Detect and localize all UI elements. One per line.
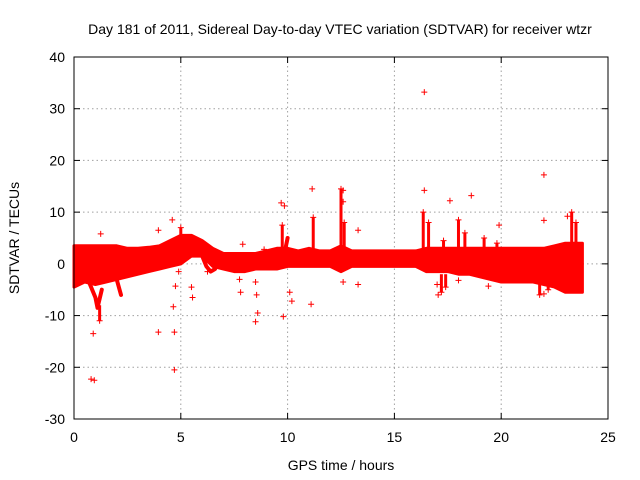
data-point [341, 219, 348, 226]
data-point [155, 227, 162, 234]
data-point [169, 216, 176, 223]
data-point [340, 187, 347, 194]
data-point [97, 230, 104, 237]
data-point [420, 209, 427, 216]
data-point [286, 289, 293, 296]
x-tick-label: 10 [280, 429, 296, 445]
data-point [440, 237, 447, 244]
data-point [278, 199, 285, 206]
data-point [340, 278, 347, 285]
data-arc [80, 267, 104, 310]
data-layer [72, 89, 584, 384]
data-point [254, 309, 261, 316]
data-point [155, 329, 162, 336]
data-point [236, 276, 243, 283]
data-point [175, 268, 182, 275]
data-point [239, 241, 246, 248]
data-point [261, 246, 268, 253]
data-point [568, 209, 575, 216]
data-point [171, 329, 178, 336]
x-tick-label: 0 [70, 429, 78, 445]
data-point [421, 187, 428, 194]
data-point [309, 185, 316, 192]
data-point [252, 278, 259, 285]
data-point [540, 217, 547, 224]
data-point [536, 291, 543, 298]
y-tick-label: -20 [45, 359, 65, 375]
data-point [340, 198, 347, 205]
data-point [172, 283, 179, 290]
data-arc [277, 236, 290, 269]
data-point [485, 283, 492, 290]
x-tick-label: 15 [387, 429, 403, 445]
data-point [564, 213, 571, 220]
y-axis-label: SDTVAR / TECUs [6, 182, 22, 294]
y-tick-label: 40 [49, 49, 65, 65]
data-point [446, 197, 453, 204]
data-point [91, 377, 98, 384]
data-point [96, 317, 103, 324]
data-band [72, 233, 584, 294]
data-point [253, 291, 260, 298]
data-point [545, 286, 552, 293]
data-point [279, 222, 286, 229]
data-point [171, 366, 178, 373]
data-point [434, 281, 441, 288]
x-axis-label: GPS time / hours [288, 457, 395, 473]
x-tick-label: 25 [600, 429, 616, 445]
data-point [252, 318, 259, 325]
data-point [425, 219, 432, 226]
data-point [540, 171, 547, 178]
data-point [177, 224, 184, 231]
data-point [493, 240, 500, 247]
data-point [438, 289, 445, 296]
data-point [481, 235, 488, 241]
data-point [281, 202, 288, 209]
data-point [189, 294, 196, 301]
axis-ticks: 0 5 10 15 20 25 -30 -20 -10 0 10 20 30 40 [45, 49, 616, 445]
y-tick-label: -30 [45, 411, 65, 427]
data-point [188, 284, 195, 291]
data-point [204, 268, 211, 275]
data-point [455, 277, 462, 284]
data-point [461, 229, 468, 236]
y-tick-label: 30 [49, 101, 65, 117]
data-point [435, 291, 442, 298]
y-tick-label: -10 [45, 308, 65, 324]
data-point [310, 214, 317, 221]
data-arc [99, 267, 123, 297]
data-point [572, 219, 579, 226]
x-tick-label: 5 [177, 429, 185, 445]
data-point [308, 301, 315, 308]
data-point [170, 303, 177, 310]
data-point [88, 376, 95, 383]
data-point [288, 298, 295, 305]
data-point [442, 284, 449, 291]
y-tick-label: 10 [49, 204, 65, 220]
data-point [237, 289, 244, 296]
y-tick-label: 0 [57, 256, 65, 272]
data-point [421, 89, 428, 96]
data-point [90, 330, 97, 337]
data-point [468, 192, 475, 199]
data-point [355, 281, 362, 288]
chart-title: Day 181 of 2011, Sidereal Day-to-day VTE… [88, 21, 592, 37]
data-arc [195, 243, 217, 274]
x-tick-label: 20 [493, 429, 509, 445]
y-tick-label: 20 [49, 152, 65, 168]
data-point [355, 227, 362, 234]
data-point [280, 313, 287, 320]
data-point [496, 222, 503, 229]
data-point [540, 290, 547, 297]
plot-border [73, 56, 609, 420]
data-point [455, 216, 462, 223]
